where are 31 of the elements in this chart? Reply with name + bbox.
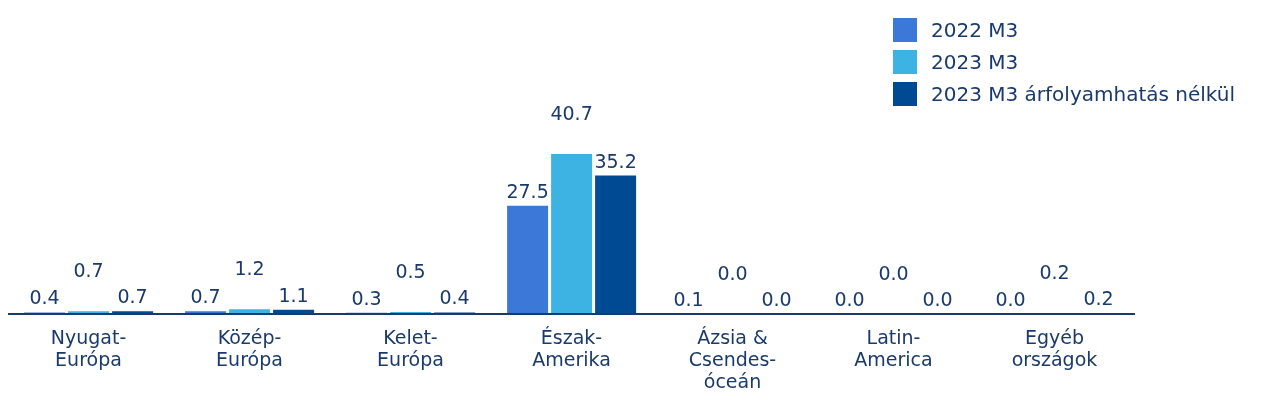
data-label: 0.7 [73, 259, 104, 282]
data-label: 0.5 [395, 260, 426, 283]
data-label: 0.0 [878, 261, 909, 284]
x-tick-label: Kelet-Európa [377, 326, 444, 370]
data-label: 0.3 [351, 286, 382, 309]
data-label: 0.0 [761, 287, 792, 310]
data-label: 0.0 [922, 287, 953, 310]
data-label: 0.4 [439, 286, 470, 309]
data-label: 27.5 [506, 179, 549, 202]
data-label: 40.7 [550, 101, 593, 124]
x-tick-label: Ázsia & Csendes-óceán [688, 326, 777, 392]
legend-label: 2023 M3 [930, 50, 1019, 74]
data-label: 0.1 [673, 287, 704, 310]
data-label: 0.2 [1083, 287, 1114, 310]
data-label: 0.0 [995, 287, 1026, 310]
data-label: 35.2 [594, 149, 637, 172]
x-tick-label: Észak-Amerika [532, 326, 611, 370]
legend-label: 2022 M3 [930, 18, 1019, 42]
data-label: 1.2 [234, 257, 265, 280]
data-label: 0.0 [717, 261, 748, 284]
data-label: 0.7 [117, 285, 148, 308]
data-label: 0.4 [29, 286, 60, 309]
x-tick-label: Nyugat-Európa [50, 326, 127, 370]
x-tick-label: Közép-Európa [216, 326, 283, 370]
data-label: 0.0 [834, 287, 865, 310]
x-tick-label: Egyéb országok [1011, 326, 1098, 370]
legend-label: 2023 M3 árfolyamhatás nélkül [930, 82, 1235, 106]
data-label: 0.7 [190, 285, 221, 308]
x-tick-label: Latin-America [854, 326, 933, 370]
data-label: 1.1 [278, 283, 309, 306]
data-label: 0.2 [1039, 261, 1070, 284]
